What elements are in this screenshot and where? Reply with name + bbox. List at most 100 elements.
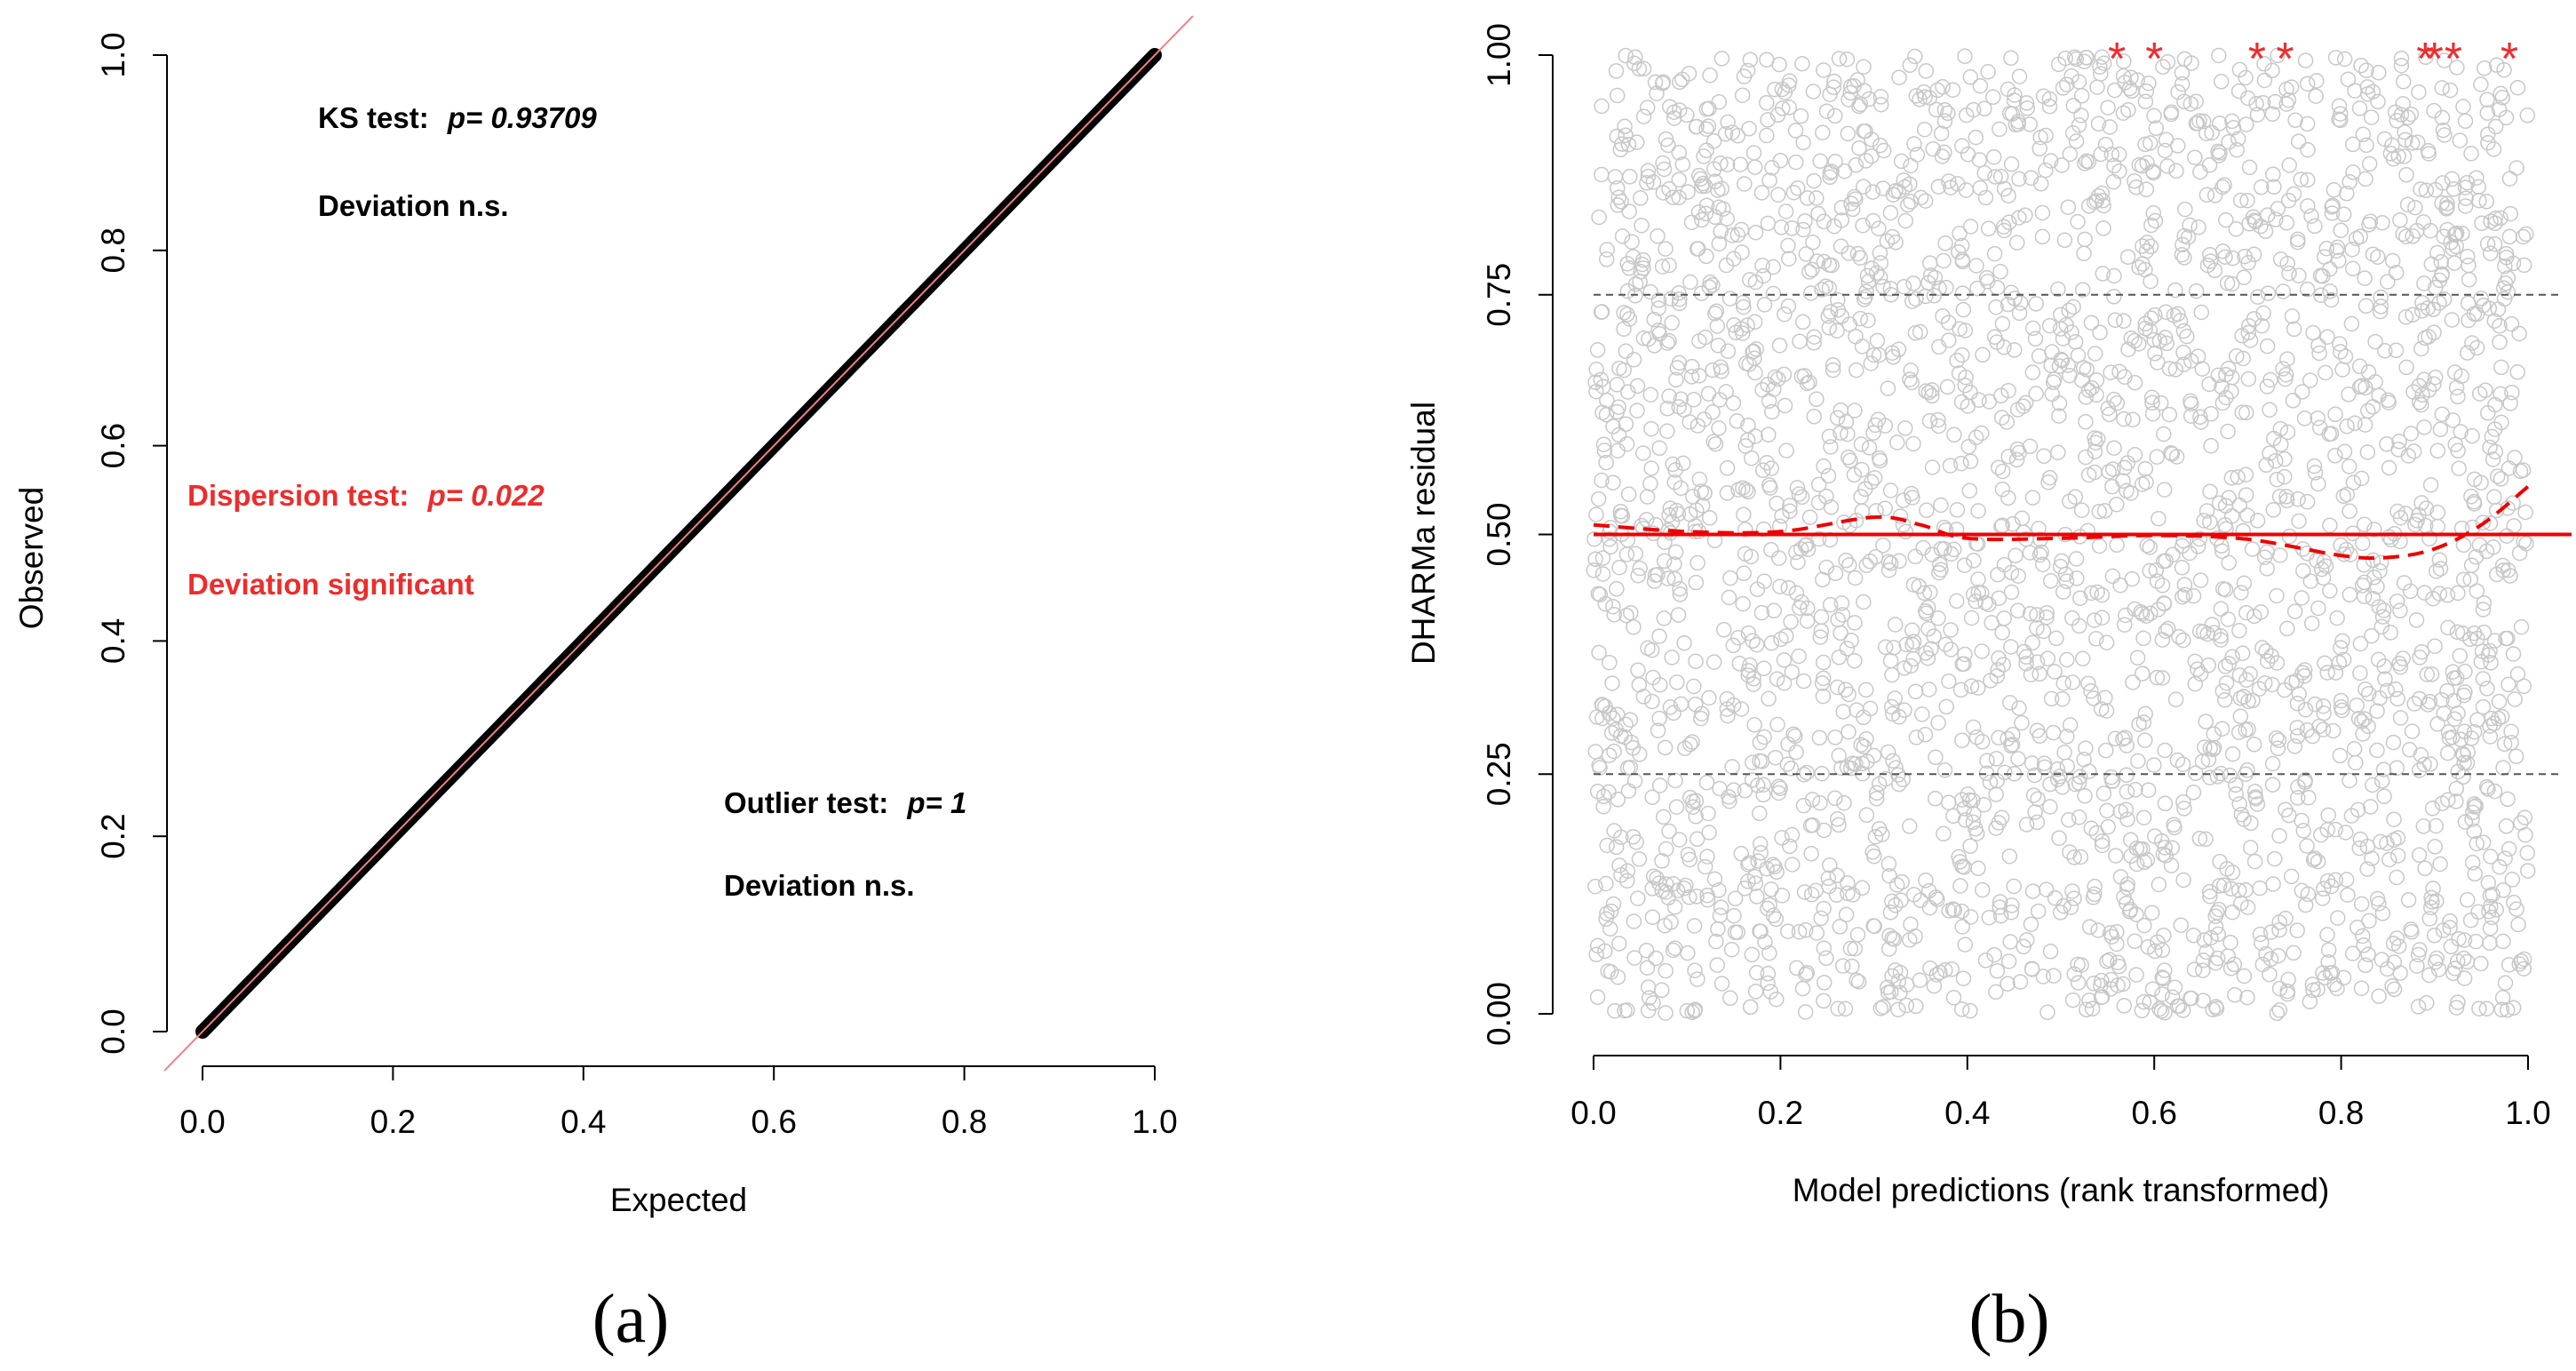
residual-point bbox=[2238, 721, 2254, 738]
residual-point bbox=[2094, 185, 2111, 202]
residual-point bbox=[1863, 355, 1880, 371]
residual-point bbox=[2464, 427, 2480, 444]
residual-point bbox=[1614, 228, 1631, 244]
residual-point bbox=[2469, 170, 2485, 186]
residual-point bbox=[2231, 667, 2248, 683]
residual-point bbox=[2337, 825, 2354, 841]
residual-point bbox=[1867, 549, 1884, 565]
residual-point bbox=[2365, 399, 2381, 415]
residual-point bbox=[2294, 882, 2310, 899]
residual-point bbox=[2404, 135, 2421, 151]
residual-point bbox=[1936, 144, 1952, 161]
residual-point bbox=[2391, 434, 2407, 450]
residual-point bbox=[1784, 664, 1801, 681]
residual-point bbox=[2413, 396, 2429, 413]
residual-point bbox=[2262, 966, 2278, 983]
residual-point bbox=[2073, 88, 2090, 104]
residual-point bbox=[1711, 882, 1727, 898]
residual-point bbox=[1602, 530, 1618, 547]
residual-point bbox=[2044, 344, 2060, 360]
residual-point bbox=[1633, 190, 1649, 206]
residual-point bbox=[1631, 851, 1648, 867]
residual-point bbox=[1994, 315, 2011, 332]
residual-point bbox=[2055, 897, 2071, 914]
residual-point bbox=[1889, 434, 1905, 450]
residual-point bbox=[1671, 189, 1687, 206]
residual-point bbox=[2087, 434, 2103, 450]
residual-point bbox=[1953, 903, 1970, 920]
residual-point bbox=[1936, 252, 1952, 269]
residual-point bbox=[2427, 839, 2444, 855]
residual-point bbox=[1795, 797, 1812, 814]
residual-point bbox=[1734, 87, 1751, 103]
residual-point bbox=[2294, 665, 2310, 681]
residual-point bbox=[2496, 61, 2512, 78]
residual-point bbox=[1686, 678, 1702, 695]
residual-point bbox=[1715, 622, 1732, 638]
residual-point bbox=[2024, 490, 2041, 506]
y-axis-label: Observed bbox=[13, 487, 50, 629]
residual-point bbox=[2266, 179, 2282, 195]
residual-point bbox=[2119, 784, 2135, 800]
residual-point bbox=[1797, 1004, 1814, 1020]
residual-point bbox=[1953, 455, 1969, 472]
residual-point bbox=[2277, 371, 2294, 387]
residual-point bbox=[1999, 414, 2015, 430]
residual-point bbox=[2017, 207, 2033, 223]
residual-point bbox=[1752, 836, 1769, 852]
residual-point bbox=[1784, 826, 1801, 843]
residual-point bbox=[2388, 265, 2405, 281]
residual-point bbox=[2260, 653, 2276, 669]
residual-point bbox=[2086, 976, 2102, 992]
residual-point bbox=[1875, 999, 1891, 1015]
residual-point bbox=[1849, 927, 1866, 943]
residual-point bbox=[2493, 386, 2508, 403]
residual-point bbox=[2095, 220, 2111, 236]
residual-point bbox=[2223, 470, 2240, 486]
residual-point bbox=[2418, 182, 2435, 199]
residual-point bbox=[2083, 682, 2099, 699]
residual-point bbox=[2001, 105, 2018, 122]
residual-point bbox=[2206, 187, 2223, 203]
residual-point bbox=[2024, 364, 2041, 380]
residual-point bbox=[1626, 55, 1642, 72]
residual-point bbox=[1984, 615, 2000, 631]
residual-point bbox=[2096, 503, 2113, 519]
residual-point bbox=[2050, 281, 2066, 298]
residual-point bbox=[1864, 844, 1880, 860]
residual-point bbox=[1991, 650, 2007, 666]
residual-point bbox=[2400, 892, 2417, 908]
residual-point bbox=[1712, 780, 1728, 797]
residual-point bbox=[1912, 323, 1928, 340]
residual-point bbox=[2239, 192, 2255, 209]
residual-point bbox=[2319, 665, 2335, 681]
residual-point bbox=[1745, 676, 1761, 692]
residual-point bbox=[2302, 993, 2318, 1010]
residual-point bbox=[2218, 389, 2234, 406]
residual-point bbox=[1936, 762, 1953, 778]
residual-point bbox=[1676, 881, 1692, 897]
residual-point bbox=[1690, 554, 1705, 571]
residual-point bbox=[2075, 650, 2091, 667]
residual-point bbox=[2152, 395, 2169, 411]
residual-point bbox=[2435, 922, 2452, 938]
residual-point bbox=[1934, 148, 1951, 164]
residual-point bbox=[2421, 967, 2437, 984]
residual-point bbox=[2279, 424, 2296, 441]
residual-point bbox=[1713, 51, 1730, 67]
residual-point bbox=[2100, 100, 2116, 116]
residual-point bbox=[2332, 106, 2349, 122]
residual-point bbox=[2080, 382, 2097, 398]
residual-point bbox=[1818, 559, 1834, 576]
residual-point bbox=[2105, 173, 2122, 190]
residual-point bbox=[1886, 931, 1903, 947]
residual-point bbox=[1946, 902, 1963, 919]
residual-point bbox=[2305, 852, 2322, 868]
residual-point bbox=[1941, 173, 1957, 189]
residual-point bbox=[1795, 673, 1812, 689]
residual-point bbox=[2487, 443, 2504, 460]
residual-point bbox=[1736, 68, 1753, 84]
residual-point bbox=[2034, 556, 2051, 572]
residual-point bbox=[2106, 82, 2123, 99]
residual-point bbox=[2479, 92, 2495, 108]
